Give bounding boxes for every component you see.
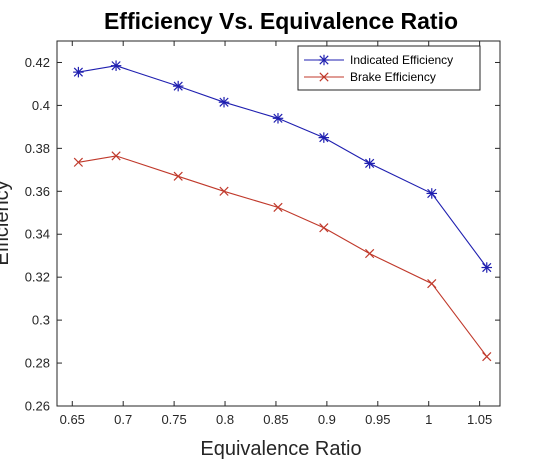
data-point-indicated — [110, 60, 122, 71]
data-point-brake — [219, 186, 229, 196]
y-tick-label: 0.28 — [25, 356, 50, 371]
legend-label-brake: Brake Efficiency — [350, 70, 436, 84]
x-tick-label: 0.7 — [114, 412, 132, 427]
data-point-brake-stroke — [111, 151, 121, 161]
data-point-brake-stroke — [73, 157, 84, 167]
y-tick-label: 0.4 — [32, 98, 50, 113]
data-point-indicated — [426, 188, 438, 199]
x-tick-label: 0.9 — [318, 412, 336, 427]
series-layer — [73, 60, 493, 362]
x-tick-label: 0.8 — [216, 412, 234, 427]
x-tick-label: 0.95 — [365, 412, 390, 427]
legend-label-indicated: Indicated Efficiency — [350, 53, 453, 67]
x-axis: 0.65 0.7 0.75 0.8 0.85 0.9 0.95 1 1.05 — [60, 41, 492, 427]
data-point-indicated — [218, 96, 230, 108]
data-point-brake — [365, 248, 375, 259]
data-point-indicated — [318, 132, 330, 143]
x-axis-label: Equivalence Ratio — [200, 438, 361, 460]
y-tick-label: 0.32 — [25, 270, 50, 285]
legend: Indicated Efficiency Brake Efficiency — [297, 45, 481, 91]
x-tick-label: 1 — [425, 412, 432, 427]
y-axis-label: Efficiency — [0, 180, 13, 265]
legend-box — [297, 45, 481, 91]
data-point-brake — [73, 157, 84, 167]
y-tick-label: 0.42 — [25, 55, 50, 70]
y-tick-label: 0.3 — [32, 313, 50, 328]
data-point-brake — [111, 151, 121, 161]
legend-marker-indicated — [318, 54, 330, 66]
data-point-indicated — [272, 113, 284, 124]
data-point-brake-stroke — [365, 248, 375, 259]
chart-title: Efficiency Vs. Equivalence Ratio — [104, 8, 458, 34]
x-tick-label: 1.05 — [467, 412, 492, 427]
y-tick-label: 0.34 — [25, 227, 50, 242]
data-point-indicated — [481, 262, 493, 273]
data-point-brake-stroke — [482, 351, 492, 362]
legend-marker-brake-stroke — [319, 72, 329, 82]
data-point-brake — [319, 223, 329, 233]
data-point-brake — [273, 202, 283, 213]
y-tick-label: 0.26 — [25, 399, 50, 414]
data-point-indicated — [172, 80, 184, 92]
data-point-indicated — [73, 66, 84, 78]
y-axis: 0.26 0.28 0.3 0.32 0.34 0.36 0.38 0.4 0.42 — [25, 55, 500, 414]
data-point-brake — [482, 351, 492, 362]
data-point-brake-stroke — [319, 223, 329, 233]
data-point-brake — [173, 171, 183, 181]
data-point-brake-stroke — [173, 171, 183, 181]
y-tick-label: 0.36 — [25, 184, 50, 199]
data-point-brake-stroke — [219, 186, 229, 196]
x-tick-label: 0.85 — [263, 412, 288, 427]
data-point-indicated — [364, 158, 375, 169]
data-point-brake-stroke — [273, 202, 283, 213]
plot-area — [56, 40, 501, 407]
y-tick-label: 0.38 — [25, 141, 50, 156]
data-point-brake — [427, 278, 437, 289]
data-point-brake-stroke — [427, 278, 437, 289]
legend-marker-brake — [319, 72, 329, 82]
x-tick-label: 0.65 — [60, 412, 85, 427]
x-tick-label: 0.75 — [161, 412, 186, 427]
